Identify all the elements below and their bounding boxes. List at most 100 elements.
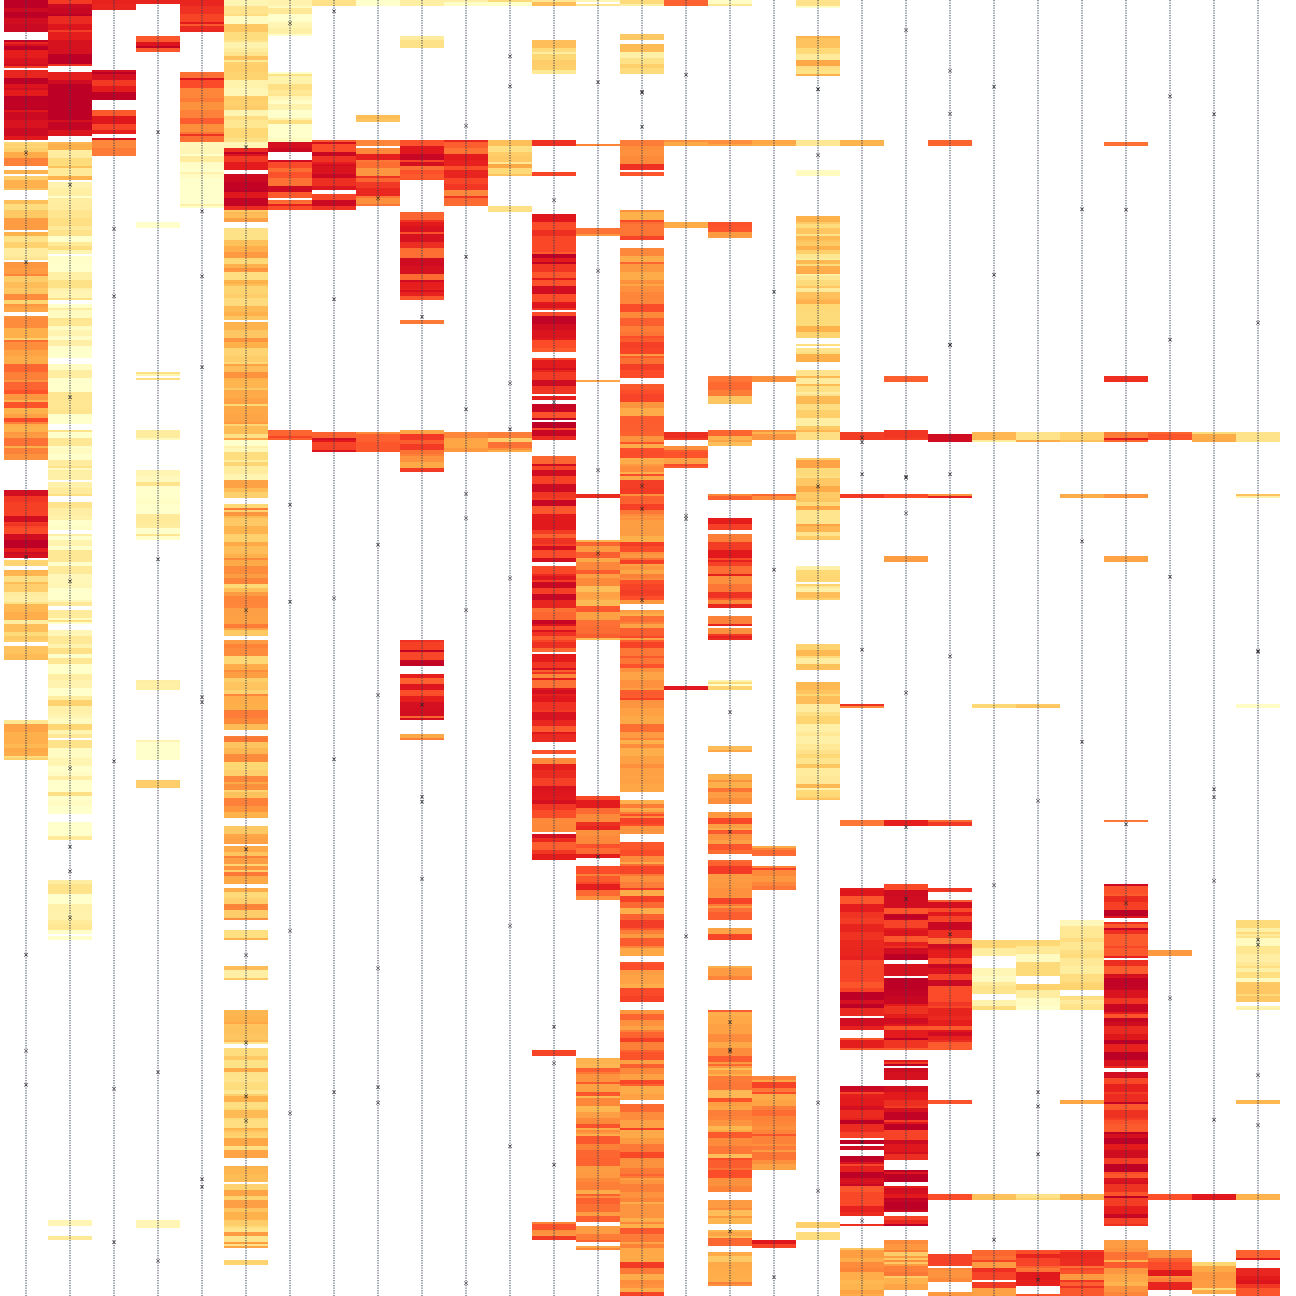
cross-marker: × bbox=[111, 292, 117, 300]
heatmap-cell bbox=[752, 868, 796, 870]
heatmap-cell bbox=[4, 170, 48, 174]
heatmap-cell bbox=[48, 680, 92, 688]
heatmap-cell bbox=[928, 496, 972, 498]
cross-marker: × bbox=[67, 843, 73, 851]
heatmap-cell bbox=[884, 1266, 928, 1272]
heatmap-cell bbox=[48, 308, 92, 310]
heatmap-cell bbox=[400, 716, 444, 718]
heatmap-cell bbox=[1060, 1270, 1104, 1274]
heatmap-cell bbox=[180, 78, 224, 80]
heatmap-cell bbox=[444, 202, 488, 206]
heatmap-cell bbox=[224, 120, 268, 128]
heatmap-cell bbox=[48, 288, 92, 290]
cross-marker: × bbox=[947, 653, 953, 661]
heatmap-cell bbox=[444, 154, 488, 160]
heatmap-cell bbox=[752, 1164, 796, 1170]
heatmap-cell bbox=[224, 1072, 268, 1076]
heatmap-cell bbox=[4, 200, 48, 204]
heatmap-cell bbox=[48, 920, 92, 924]
heatmap-cell bbox=[48, 116, 92, 118]
heatmap-cell bbox=[224, 856, 268, 858]
heatmap-cell bbox=[1104, 978, 1148, 986]
cross-marker: × bbox=[551, 1060, 557, 1068]
cross-marker: × bbox=[947, 931, 953, 939]
heatmap-cell bbox=[620, 542, 664, 546]
heatmap-cell bbox=[796, 326, 840, 332]
heatmap-cell bbox=[48, 80, 92, 84]
cross-marker: × bbox=[199, 208, 205, 216]
heatmap-cell bbox=[532, 340, 576, 348]
cross-marker: × bbox=[287, 927, 293, 935]
heatmap-cell bbox=[620, 1014, 664, 1020]
heatmap-cell bbox=[48, 792, 92, 796]
heatmap-cell bbox=[708, 1238, 752, 1246]
heatmap-cell bbox=[620, 578, 664, 580]
cross-marker: × bbox=[331, 594, 337, 602]
heatmap-cell bbox=[884, 1130, 928, 1134]
heatmap-cell bbox=[48, 518, 92, 520]
heatmap-cell bbox=[796, 40, 840, 48]
heatmap-cell bbox=[1104, 1240, 1148, 1248]
heatmap-cell bbox=[620, 948, 664, 956]
heatmap-cell bbox=[312, 178, 356, 186]
heatmap-cell bbox=[532, 368, 576, 370]
heatmap-cell bbox=[576, 1098, 620, 1106]
cross-marker: × bbox=[375, 541, 381, 549]
heatmap-cell bbox=[752, 866, 796, 868]
heatmap-cell bbox=[1236, 1288, 1280, 1296]
heatmap-cell bbox=[1236, 1250, 1280, 1258]
heatmap-cell bbox=[532, 826, 576, 832]
heatmap-cell bbox=[1060, 1268, 1104, 1270]
cross-marker: × bbox=[859, 1139, 865, 1147]
heatmap-cell bbox=[708, 896, 752, 898]
heatmap-cell bbox=[884, 1048, 928, 1050]
cross-marker: × bbox=[1255, 648, 1261, 656]
cross-marker: × bbox=[947, 67, 953, 75]
cross-marker: × bbox=[287, 1109, 293, 1117]
heatmap-cell bbox=[356, 176, 400, 178]
heatmap-cell bbox=[268, 6, 312, 8]
cross-marker: × bbox=[727, 1018, 733, 1026]
heatmap-cell bbox=[752, 140, 796, 144]
heatmap-cell bbox=[620, 738, 664, 740]
heatmap-cell bbox=[4, 276, 48, 282]
heatmap-cell bbox=[620, 450, 664, 458]
cross-marker: × bbox=[903, 689, 909, 697]
heatmap-cell bbox=[4, 180, 48, 188]
heatmap-cell bbox=[1236, 938, 1280, 946]
heatmap-cell bbox=[840, 1018, 884, 1026]
cross-marker: × bbox=[815, 85, 821, 93]
heatmap-cell bbox=[400, 444, 444, 450]
heatmap-cell bbox=[48, 880, 92, 884]
heatmap-cell bbox=[48, 158, 92, 166]
heatmap-cell bbox=[532, 838, 576, 840]
heatmap-cell bbox=[620, 896, 664, 902]
heatmap-cell bbox=[840, 1172, 884, 1176]
heatmap-cell bbox=[620, 690, 664, 698]
heatmap-cell bbox=[620, 558, 664, 560]
cross-marker: × bbox=[991, 83, 997, 91]
heatmap-cell bbox=[268, 118, 312, 120]
heatmap-cell bbox=[620, 980, 664, 984]
heatmap-cell bbox=[268, 84, 312, 90]
heatmap-cell bbox=[48, 242, 92, 246]
heatmap-cell bbox=[224, 1128, 268, 1130]
heatmap-cell bbox=[1192, 1262, 1236, 1266]
heatmap-cell bbox=[620, 256, 664, 262]
heatmap-cell bbox=[4, 210, 48, 218]
heatmap-cell bbox=[708, 1232, 752, 1236]
cross-marker: × bbox=[727, 1227, 733, 1235]
heatmap-cell bbox=[136, 0, 180, 4]
heatmap-cell bbox=[576, 808, 620, 810]
cross-marker: × bbox=[727, 1046, 733, 1054]
cross-marker: × bbox=[419, 798, 425, 806]
cross-marker: × bbox=[111, 1085, 117, 1093]
heatmap-cell bbox=[268, 120, 312, 124]
heatmap-cell bbox=[48, 446, 92, 448]
heatmap-cell bbox=[224, 1226, 268, 1228]
heatmap-cell bbox=[620, 928, 664, 930]
heatmap-cell bbox=[400, 154, 444, 160]
heatmap-cell bbox=[224, 380, 268, 388]
heatmap-cell bbox=[928, 822, 972, 826]
cross-marker: × bbox=[419, 875, 425, 883]
